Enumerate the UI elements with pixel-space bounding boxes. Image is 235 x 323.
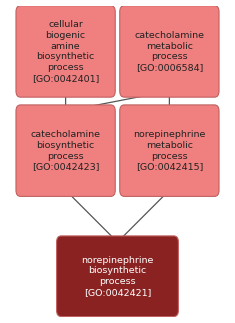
FancyBboxPatch shape xyxy=(16,6,115,97)
Text: norepinephrine
biosynthetic
process
[GO:0042421]: norepinephrine biosynthetic process [GO:… xyxy=(81,255,154,297)
Text: cellular
biogenic
amine
biosynthetic
process
[GO:0042401]: cellular biogenic amine biosynthetic pro… xyxy=(32,20,99,83)
FancyBboxPatch shape xyxy=(120,6,219,97)
FancyBboxPatch shape xyxy=(16,105,115,196)
Text: norepinephrine
metabolic
process
[GO:0042415]: norepinephrine metabolic process [GO:004… xyxy=(133,130,206,171)
Text: catecholamine
metabolic
process
[GO:0006584]: catecholamine metabolic process [GO:0006… xyxy=(134,31,204,72)
FancyBboxPatch shape xyxy=(120,105,219,196)
Text: catecholamine
biosynthetic
process
[GO:0042423]: catecholamine biosynthetic process [GO:0… xyxy=(31,130,101,171)
FancyBboxPatch shape xyxy=(57,236,178,317)
